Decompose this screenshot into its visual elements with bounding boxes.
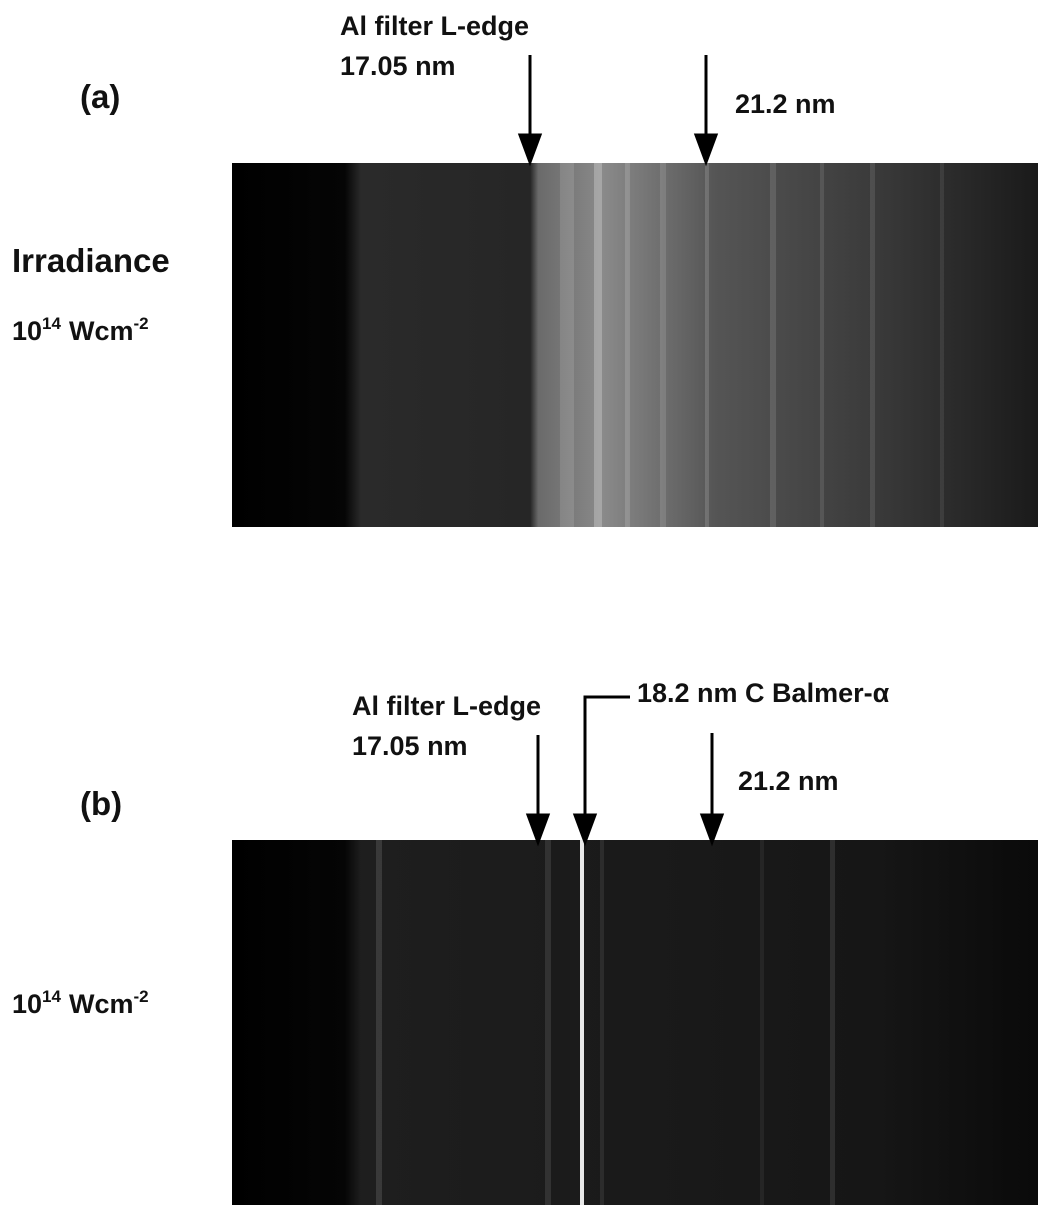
arrows-a xyxy=(517,55,719,167)
edge-label: Al filter L-edge xyxy=(340,11,529,41)
irr-base: 10 xyxy=(12,316,42,346)
irr-exp: 14 xyxy=(42,987,61,1006)
line-label: 21.2 nm xyxy=(735,89,836,119)
panel-label: (b) xyxy=(80,785,122,822)
irr-base: 10 xyxy=(12,989,42,1019)
edge-label: Al filter L-edge xyxy=(352,691,541,721)
irradiance: 1014 Wcm-2 xyxy=(12,987,149,1019)
irr-exp: 14 xyxy=(42,314,61,333)
panel-label: (a) xyxy=(80,78,120,115)
spectrum-a xyxy=(232,163,1038,527)
irr-unit-exp: -2 xyxy=(133,314,148,333)
edge-wavelength: 17.05 nm xyxy=(352,731,468,761)
irr-unit-exp: -2 xyxy=(133,987,148,1006)
arrows-b xyxy=(525,695,725,847)
irr-unit: Wcm xyxy=(69,989,134,1019)
line-label: 21.2 nm xyxy=(738,766,839,796)
heading: Irradiance xyxy=(12,242,170,279)
spectrum-b xyxy=(232,840,1038,1205)
balmer-label: 18.2 nm C Balmer-α xyxy=(637,678,890,708)
irr-unit: Wcm xyxy=(69,316,134,346)
edge-wavelength: 17.05 nm xyxy=(340,51,456,81)
irradiance: 1014 Wcm-2 xyxy=(12,314,149,346)
